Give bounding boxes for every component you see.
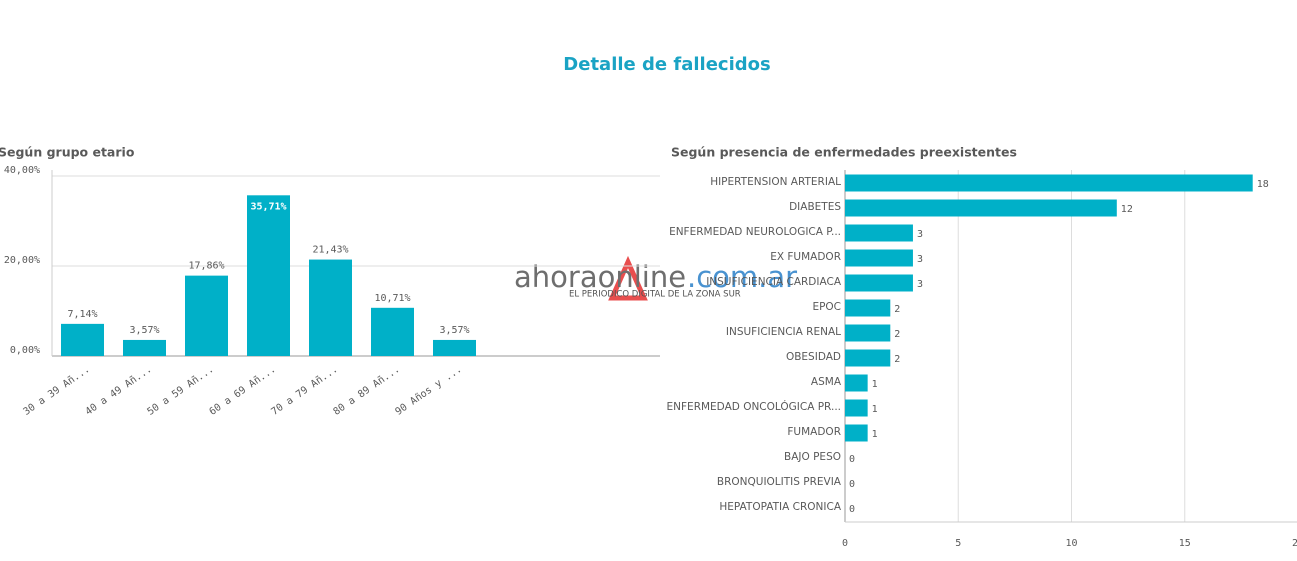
x-tick-label: 50 a 59 Añ... [146,364,216,418]
y-tick-label: EPOC [812,301,841,313]
value-label: 3 [917,254,923,265]
bar [845,174,1253,192]
x-tick-label: 30 a 39 Añ... [22,364,92,418]
value-label: 0 [849,504,855,515]
y-tick-label: ENFERMEDAD ONCOLÓGICA PR... [667,400,841,413]
value-label: 0 [849,479,855,490]
bar [433,339,476,356]
y-tick-label: 0,00% [10,345,40,356]
value-label: 2 [894,329,900,340]
bar [845,249,913,267]
y-tick-label: 40,00% [4,165,40,176]
bar [845,349,891,367]
bar [185,275,228,356]
y-tick-label: HIPERTENSION ARTERIAL [710,176,841,188]
value-label: 3,57% [439,325,469,336]
bar [845,424,868,442]
value-label: 35,71% [250,201,286,212]
bar [61,323,104,356]
y-tick-label: BAJO PESO [784,451,841,463]
y-tick-label: HEPATOPATIA CRONICA [719,501,841,513]
y-tick-label: OBESIDAD [786,351,841,363]
value-label: 21,43% [312,245,348,256]
y-tick-label: EX FUMADOR [770,251,841,263]
y-tick-label: INSUFICIENCIA CARDIACA [706,276,842,288]
value-label: 3 [917,229,923,240]
y-tick-label: ASMA [811,376,842,388]
y-tick-label: INSUFICIENCIA RENAL [726,326,841,338]
bar [845,224,913,242]
y-tick-label: FUMADOR [787,426,841,438]
chart-title: Según grupo etario [0,145,135,160]
x-tick-label: 60 a 69 Añ... [208,364,278,418]
bar [845,324,891,342]
value-label: 1 [872,404,878,415]
x-tick-label: 80 a 89 Añ... [332,364,402,418]
value-label: 12 [1121,204,1133,215]
x-tick-label: 90 Años y ... [394,364,464,418]
y-tick-label: ENFERMEDAD NEUROLOGICA P... [669,226,841,238]
value-label: 1 [872,429,878,440]
bar [845,399,868,417]
bar [247,195,290,356]
value-label: 1 [872,379,878,390]
value-label: 0 [849,454,855,465]
chart-title: Según presencia de enfermedades preexist… [671,145,1017,160]
x-tick-label: 15 [1179,538,1191,549]
bar [371,307,414,356]
x-tick-label: 70 a 79 Añ... [270,364,340,418]
y-tick-label: DIABETES [789,201,841,213]
watermark-logo [608,255,648,301]
value-label: 7,14% [67,309,97,320]
bar [845,274,913,292]
y-tick-label: 20,00% [4,255,40,266]
value-label: 18 [1257,179,1269,190]
x-tick-label: 0 [842,538,848,549]
value-label: 2 [894,304,900,315]
watermark-tagline: EL PERIODICO DIGITAL DE LA ZONA SUR [569,290,741,300]
value-label: 3,57% [129,325,159,336]
bar [123,339,166,356]
value-label: 2 [894,354,900,365]
watermark-domain: .com.ar [687,260,797,294]
bar [845,199,1117,217]
value-label: 10,71% [374,293,410,304]
main-title: Detalle de fallecidos [563,54,770,75]
x-tick-label: 20 [1292,538,1297,549]
x-tick-label: 40 a 49 Añ... [84,364,154,418]
bar [845,299,891,317]
bar [309,259,352,356]
y-tick-label: BRONQUIOLITIS PREVIA [717,476,842,488]
bar [845,374,868,392]
x-tick-label: 10 [1065,538,1077,549]
x-tick-label: 5 [955,538,961,549]
value-label: 17,86% [188,261,224,272]
value-label: 3 [917,279,923,290]
